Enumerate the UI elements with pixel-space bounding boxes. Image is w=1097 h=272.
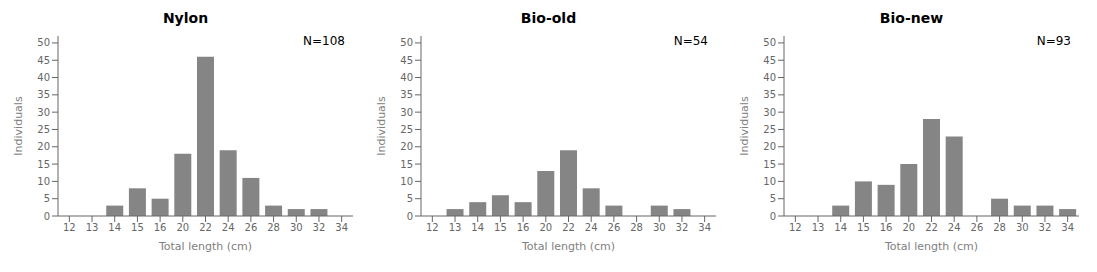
svg-text:5: 5 xyxy=(407,193,413,204)
svg-text:5: 5 xyxy=(770,193,776,204)
svg-text:22: 22 xyxy=(925,222,938,233)
svg-text:Individuals: Individuals xyxy=(738,96,751,156)
svg-text:35: 35 xyxy=(400,89,413,100)
svg-text:15: 15 xyxy=(857,222,870,233)
svg-text:15: 15 xyxy=(400,159,413,170)
svg-text:32: 32 xyxy=(676,222,689,233)
svg-text:0: 0 xyxy=(770,211,776,222)
svg-text:30: 30 xyxy=(400,107,413,118)
svg-text:35: 35 xyxy=(763,89,776,100)
svg-text:0: 0 xyxy=(407,211,413,222)
svg-text:16: 16 xyxy=(517,222,530,233)
html-text:Nylon: Nylon xyxy=(162,10,209,26)
html-text:N=108: N=108 xyxy=(303,34,345,48)
svg-text:Total length (cm): Total length (cm) xyxy=(158,240,252,253)
svg-text:30: 30 xyxy=(1016,222,1029,233)
svg-text:28: 28 xyxy=(630,222,643,233)
svg-text:32: 32 xyxy=(313,222,326,233)
svg-text:50: 50 xyxy=(37,37,50,48)
svg-text:28: 28 xyxy=(993,222,1006,233)
svg-text:30: 30 xyxy=(290,222,303,233)
svg-text:12: 12 xyxy=(426,222,439,233)
svg-text:10: 10 xyxy=(37,176,50,187)
svg-text:32: 32 xyxy=(1039,222,1052,233)
svg-text:26: 26 xyxy=(245,222,258,233)
svg-text:28: 28 xyxy=(267,222,280,233)
svg-text:34: 34 xyxy=(1061,222,1074,233)
svg-text:16: 16 xyxy=(154,222,167,233)
svg-text:10: 10 xyxy=(400,176,413,187)
svg-text:34: 34 xyxy=(335,222,348,233)
svg-text:25: 25 xyxy=(37,124,50,135)
svg-text:12: 12 xyxy=(63,222,76,233)
html-text:N=54: N=54 xyxy=(673,34,708,48)
svg-text:25: 25 xyxy=(400,124,413,135)
svg-text:40: 40 xyxy=(763,72,776,83)
svg-text:12: 12 xyxy=(789,222,802,233)
svg-text:0: 0 xyxy=(44,211,50,222)
svg-text:45: 45 xyxy=(37,55,50,66)
svg-text:20: 20 xyxy=(902,222,915,233)
html-text:N=93: N=93 xyxy=(1036,34,1071,48)
html-text:Bio-new: Bio-new xyxy=(879,10,944,26)
svg-text:15: 15 xyxy=(131,222,144,233)
svg-text:22: 22 xyxy=(199,222,212,233)
svg-text:45: 45 xyxy=(763,55,776,66)
svg-text:40: 40 xyxy=(400,72,413,83)
svg-text:34: 34 xyxy=(698,222,711,233)
svg-text:20: 20 xyxy=(763,141,776,152)
svg-text:15: 15 xyxy=(763,159,776,170)
html-text:Bio-old: Bio-old xyxy=(520,10,577,26)
svg-text:26: 26 xyxy=(608,222,621,233)
svg-text:13: 13 xyxy=(86,222,99,233)
svg-text:50: 50 xyxy=(400,37,413,48)
svg-text:25: 25 xyxy=(763,124,776,135)
svg-text:20: 20 xyxy=(176,222,189,233)
svg-text:24: 24 xyxy=(222,222,235,233)
svg-text:20: 20 xyxy=(37,141,50,152)
svg-text:16: 16 xyxy=(880,222,893,233)
svg-text:10: 10 xyxy=(763,176,776,187)
svg-text:13: 13 xyxy=(449,222,462,233)
svg-text:15: 15 xyxy=(37,159,50,170)
svg-text:Total length (cm): Total length (cm) xyxy=(884,240,978,253)
svg-text:14: 14 xyxy=(471,222,484,233)
svg-text:30: 30 xyxy=(763,107,776,118)
svg-text:40: 40 xyxy=(37,72,50,83)
svg-text:30: 30 xyxy=(37,107,50,118)
svg-text:13: 13 xyxy=(812,222,825,233)
svg-text:20: 20 xyxy=(539,222,552,233)
svg-text:45: 45 xyxy=(400,55,413,66)
svg-text:14: 14 xyxy=(108,222,121,233)
svg-text:Total length (cm): Total length (cm) xyxy=(521,240,615,253)
svg-text:Individuals: Individuals xyxy=(12,96,25,156)
svg-text:5: 5 xyxy=(44,193,50,204)
svg-text:30: 30 xyxy=(653,222,666,233)
svg-text:35: 35 xyxy=(37,89,50,100)
svg-text:24: 24 xyxy=(948,222,961,233)
svg-text:14: 14 xyxy=(834,222,847,233)
svg-text:15: 15 xyxy=(494,222,507,233)
svg-text:26: 26 xyxy=(971,222,984,233)
svg-text:20: 20 xyxy=(400,141,413,152)
svg-text:24: 24 xyxy=(585,222,598,233)
svg-text:50: 50 xyxy=(763,37,776,48)
svg-text:Individuals: Individuals xyxy=(375,96,388,156)
svg-text:22: 22 xyxy=(562,222,575,233)
